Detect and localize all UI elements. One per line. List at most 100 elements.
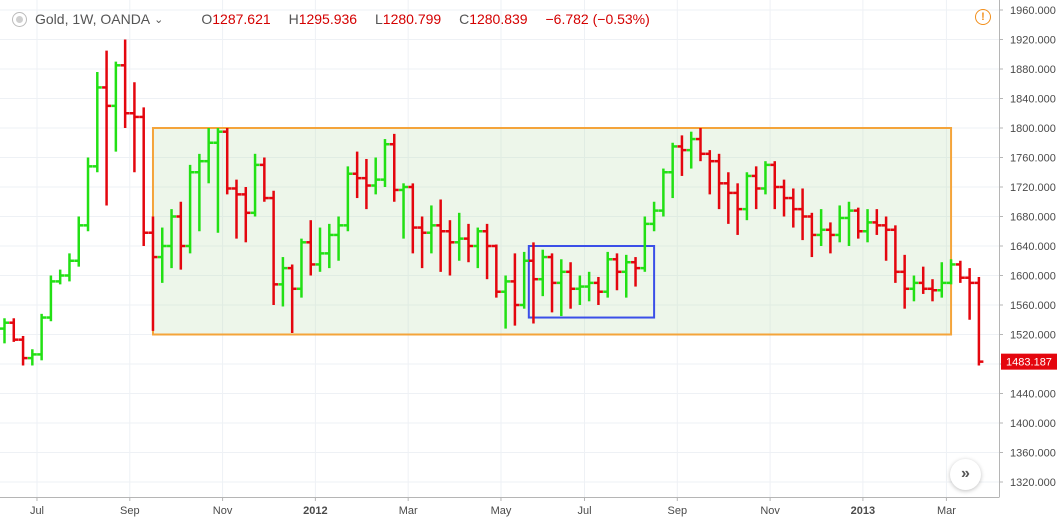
- ohlc-bar: [612, 253, 622, 291]
- warning-icon[interactable]: !: [975, 9, 991, 25]
- ohlc-bar: [584, 271, 594, 302]
- y-tick-label: 1720.000: [1010, 182, 1056, 194]
- ohlc-bar: [361, 158, 371, 210]
- ohlc-bar: [881, 216, 891, 261]
- y-tick-label: 1520.000: [1010, 330, 1056, 342]
- ohlc-bar: [575, 275, 585, 305]
- ohlc-bar: [482, 223, 492, 280]
- ohlc-bar: [380, 139, 390, 187]
- y-tick-label: 1880.000: [1010, 64, 1056, 76]
- double-chevron-right-icon[interactable]: »: [950, 459, 981, 490]
- ohlc-bar: [64, 253, 74, 282]
- ohlc-bar: [445, 220, 455, 276]
- ohlc-bar: [965, 268, 975, 320]
- ohlc-bar: [519, 251, 529, 309]
- ohlc-bar: [473, 227, 483, 269]
- symbol-selector[interactable]: Gold, 1W, OANDA ⌄: [12, 11, 163, 27]
- ohlc-bar: [593, 276, 603, 305]
- open-value: O1287.621: [201, 11, 271, 27]
- ohlc-bar: [890, 225, 900, 283]
- chart-legend: Gold, 1W, OANDA ⌄ O1287.621 H1295.936 L1…: [12, 8, 664, 30]
- gold-circle-icon: [12, 11, 27, 27]
- ohlc-bar: [18, 335, 28, 366]
- ohlc-bar: [55, 269, 65, 285]
- last-price-badge: [1001, 353, 1057, 370]
- ohlc-bar: [399, 183, 409, 239]
- ohlc-bar: [334, 216, 344, 261]
- y-tick-label: 1560.000: [1010, 300, 1056, 312]
- ohlc-bar: [259, 157, 269, 202]
- ohlc-bar: [408, 183, 418, 254]
- ohlc-bar: [649, 201, 659, 232]
- ohlc-bar: [241, 187, 251, 243]
- y-axis-labels: 1320.0001360.0001400.0001440.0001480.000…: [999, 5, 1056, 489]
- ohlc-bar: [213, 128, 223, 233]
- ohlc-bar: [733, 183, 743, 235]
- ohlc-bar: [157, 227, 167, 283]
- ohlc-bar: [0, 318, 9, 344]
- ohlc-bar: [491, 244, 501, 298]
- ohlc-bar: [426, 205, 436, 254]
- ohlc-bar: [222, 128, 232, 195]
- ohlc-bar: [538, 249, 548, 297]
- x-tick-label: Jul: [30, 505, 44, 517]
- ohlc-bar: [853, 207, 863, 239]
- ohlc-bar: [723, 172, 733, 224]
- ohlc-bar: [315, 227, 325, 272]
- ohlc-bar: [454, 212, 464, 261]
- ohlc-bar: [909, 275, 919, 302]
- ohlc-bar: [148, 216, 158, 331]
- ohlc-bar: [798, 188, 808, 241]
- ohlc-bar: [176, 201, 186, 270]
- ohlc-bar: [324, 223, 334, 269]
- x-tick-label: Mar: [937, 505, 956, 517]
- last-price-label: 1483.187: [1006, 357, 1052, 369]
- ohlc-bar: [269, 190, 279, 305]
- x-tick-label: Jul: [577, 505, 591, 517]
- ohlc-bar: [528, 242, 538, 324]
- ohlc-bar: [770, 161, 780, 210]
- change-value: −6.782 (−0.53%): [545, 11, 650, 27]
- ohlc-bar: [278, 257, 288, 307]
- y-tick-label: 1440.000: [1010, 389, 1056, 401]
- ohlc-bar: [501, 275, 511, 329]
- ohlc-bar: [937, 262, 947, 298]
- ohlc-values: O1287.621 H1295.936 L1280.799 C1280.839 …: [201, 11, 663, 27]
- ohlc-bar: [194, 153, 204, 232]
- x-tick-label: Mar: [399, 505, 418, 517]
- y-tick-label: 1680.000: [1010, 212, 1056, 224]
- close-value: C1280.839: [459, 11, 528, 27]
- y-tick-label: 1840.000: [1010, 94, 1056, 106]
- x-tick-label: 2012: [303, 505, 327, 517]
- ohlc-bar: [37, 313, 47, 361]
- ohlc-bar: [872, 209, 882, 235]
- ohlc-bar: [835, 205, 845, 243]
- ohlc-bar: [27, 349, 37, 366]
- ohlc-bar: [185, 164, 195, 254]
- y-tick-label: 1760.000: [1010, 153, 1056, 165]
- ohlc-bar: [250, 153, 260, 217]
- ohlc-bar: [928, 279, 937, 302]
- y-tick-label: 1400.000: [1010, 418, 1056, 430]
- ohlc-bar: [547, 253, 557, 313]
- ohlc-bar: [825, 222, 835, 254]
- chevron-down-icon[interactable]: ⌄: [154, 13, 164, 26]
- ohlc-bar: [955, 260, 965, 283]
- ohlc-bar: [779, 179, 789, 217]
- ohlc-bars: [0, 39, 984, 366]
- y-tick-label: 1800.000: [1010, 123, 1056, 135]
- ohlc-bar: [556, 259, 566, 317]
- ohlc-bar: [102, 50, 112, 206]
- ohlc-bar: [974, 276, 984, 366]
- ohlc-bar: [232, 179, 241, 239]
- ohlc-bar: [83, 157, 93, 232]
- consolidation-box: [527, 245, 656, 319]
- ohlc-bar: [918, 266, 928, 294]
- ohlc-bar: [343, 166, 353, 232]
- ohlc-bar: [464, 223, 473, 263]
- ohlc-bar: [436, 199, 446, 272]
- y-tick-label: 1360.000: [1010, 448, 1056, 460]
- ohlc-bar: [120, 39, 130, 128]
